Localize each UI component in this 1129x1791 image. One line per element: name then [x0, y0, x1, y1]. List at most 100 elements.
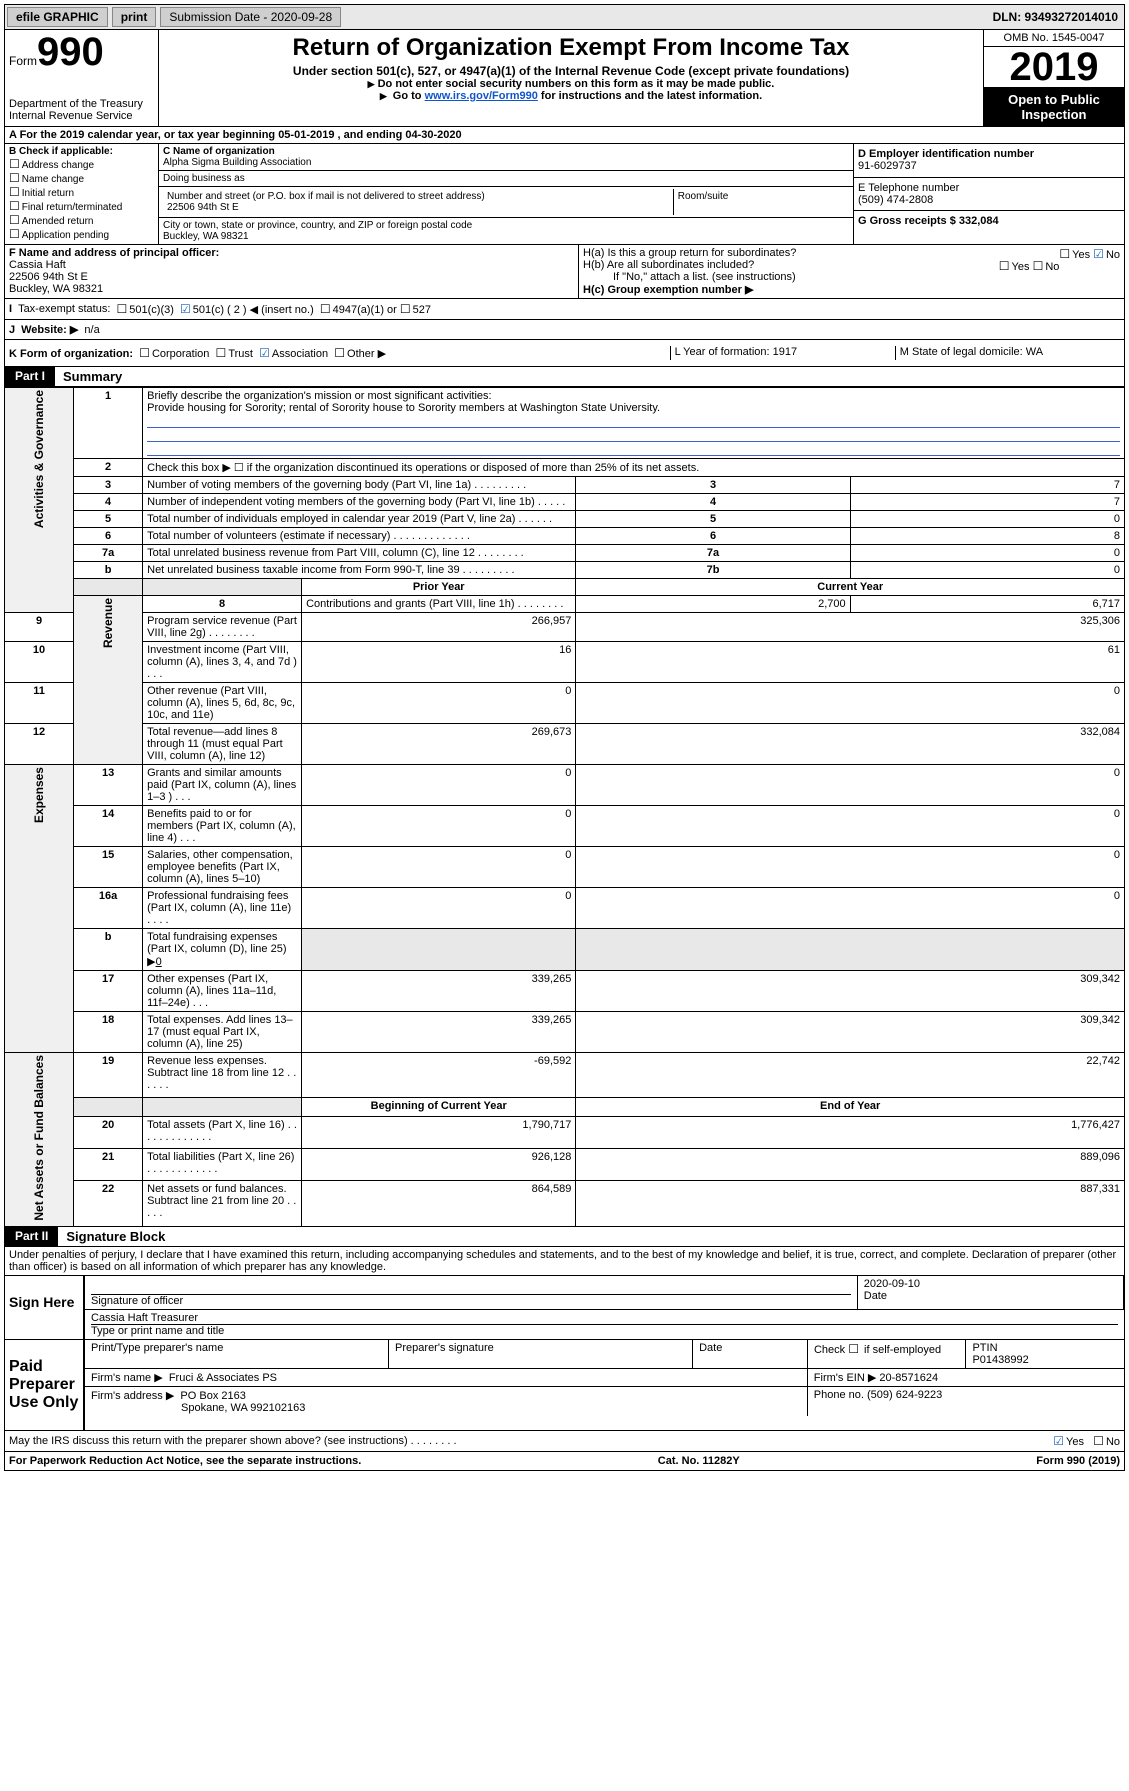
line7a: Total unrelated business revenue from Pa…: [143, 545, 576, 562]
line22: Net assets or fund balances. Subtract li…: [143, 1181, 302, 1226]
ha-no[interactable]: No: [1093, 249, 1120, 261]
c-name-label: C Name of organization: [163, 146, 849, 157]
perjury-statement: Under penalties of perjury, I declare th…: [4, 1247, 1125, 1276]
d-label: D Employer identification number: [858, 148, 1034, 160]
cb-address-change[interactable]: Address change: [9, 157, 154, 171]
part1-title: Summary: [55, 367, 130, 386]
e22: 887,331: [576, 1181, 1125, 1226]
form-subtitle: Under section 501(c), 527, or 4947(a)(1)…: [165, 64, 977, 78]
firm-addr2: Spokane, WA 992102163: [91, 1402, 305, 1414]
org-name: Alpha Sigma Building Association: [163, 157, 311, 168]
ptin-label: PTIN: [972, 1342, 997, 1354]
block-b-to-g: B Check if applicable: Address change Na…: [4, 144, 1125, 245]
c9: 325,306: [576, 613, 1125, 642]
sig-officer-label: Signature of officer: [91, 1295, 851, 1307]
p13: 0: [302, 765, 576, 806]
dln-label: DLN: 93493272014010: [993, 10, 1122, 24]
hb-yes[interactable]: Yes: [999, 261, 1030, 273]
line21: Total liabilities (Part X, line 26) . . …: [143, 1149, 302, 1181]
b21: 926,128: [302, 1149, 576, 1181]
ha-yes[interactable]: Yes: [1059, 249, 1090, 261]
cb-other[interactable]: Other ▶: [334, 348, 386, 360]
firm-phone-label: Phone no.: [814, 1389, 864, 1401]
hdr-end: End of Year: [576, 1098, 1125, 1117]
part2-header: Part II Signature Block: [4, 1227, 1125, 1247]
c17: 309,342: [576, 971, 1125, 1012]
discuss-row: May the IRS discuss this return with the…: [4, 1431, 1125, 1452]
prep-sig-label: Preparer's signature: [395, 1342, 494, 1354]
cb-association[interactable]: Association: [259, 348, 328, 360]
line14: Benefits paid to or for members (Part IX…: [143, 806, 302, 847]
c19: 22,742: [576, 1053, 1125, 1098]
c11: 0: [576, 683, 1125, 724]
val5: 0: [850, 511, 1124, 528]
cb-name-change[interactable]: Name change: [9, 171, 154, 185]
row-j: J Website: ▶ n/a: [4, 320, 1125, 340]
part1-tab: Part I: [5, 367, 55, 386]
dept-treasury: Department of the Treasury: [9, 98, 154, 110]
l-year-formation: L Year of formation: 1917: [670, 346, 895, 360]
ein-value: 91-6029737: [858, 160, 917, 172]
val6: 8: [850, 528, 1124, 545]
cb-final-return[interactable]: Final return/terminated: [9, 199, 154, 213]
p15: 0: [302, 847, 576, 888]
discuss-yes[interactable]: Yes: [1053, 1436, 1084, 1448]
cb-application-pending[interactable]: Application pending: [9, 227, 154, 241]
vtab-governance: Activities & Governance: [5, 388, 74, 613]
line12: Total revenue—add lines 8 through 11 (mu…: [143, 724, 302, 765]
paid-preparer-label: Paid Preparer Use Only: [5, 1340, 85, 1430]
section-f: F Name and address of principal officer:…: [5, 245, 579, 298]
p12: 269,673: [302, 724, 576, 765]
p18: 339,265: [302, 1012, 576, 1053]
dba-label: Doing business as: [163, 173, 245, 184]
row-i: I Tax-exempt status: 501(c)(3) 501(c) ( …: [4, 299, 1125, 320]
cb-4947[interactable]: 4947(a)(1) or: [320, 302, 397, 316]
firm-name-label: Firm's name ▶: [91, 1372, 163, 1384]
p19: -69,592: [302, 1053, 576, 1098]
line1-value: Provide housing for Sorority; rental of …: [147, 402, 660, 414]
dept-irs: Internal Revenue Service: [9, 110, 154, 122]
hb-no[interactable]: No: [1033, 261, 1060, 273]
cb-501c3[interactable]: 501(c)(3): [117, 302, 174, 316]
street-address: 22506 94th St E: [167, 202, 239, 213]
c8: 6,717: [850, 596, 1124, 613]
instructions-link[interactable]: www.irs.gov/Form990: [425, 90, 538, 102]
form-title: Return of Organization Exempt From Incom…: [165, 34, 977, 62]
line3: Number of voting members of the governin…: [143, 477, 576, 494]
hdr-beginning: Beginning of Current Year: [302, 1098, 576, 1117]
cb-amended-return[interactable]: Amended return: [9, 213, 154, 227]
prep-date-label: Date: [699, 1342, 722, 1354]
cb-527[interactable]: 527: [400, 302, 431, 316]
b22: 864,589: [302, 1181, 576, 1226]
line17: Other expenses (Part IX, column (A), lin…: [143, 971, 302, 1012]
c16a: 0: [576, 888, 1125, 929]
part1-header: Part I Summary: [4, 367, 1125, 387]
e-label: E Telephone number: [858, 182, 959, 194]
hb-label: H(b) Are all subordinates included?: [583, 259, 754, 271]
cb-corporation[interactable]: Corporation: [139, 348, 209, 360]
firm-phone: (509) 624-9223: [867, 1389, 942, 1401]
discuss-no[interactable]: No: [1093, 1436, 1120, 1448]
cb-self-employed[interactable]: [848, 1344, 861, 1356]
cb-501c[interactable]: 501(c) ( 2 ) ◀ (insert no.): [180, 302, 314, 316]
vtab-net-assets: Net Assets or Fund Balances: [5, 1053, 74, 1227]
hdr-current: Current Year: [576, 579, 1125, 596]
vtab-expenses: Expenses: [5, 765, 74, 1053]
hdr-prior: Prior Year: [302, 579, 576, 596]
e21: 889,096: [576, 1149, 1125, 1181]
ptin-value: P01438992: [972, 1354, 1028, 1366]
line16b: Total fundraising expenses (Part IX, col…: [143, 929, 302, 971]
phone-value: (509) 474-2808: [858, 194, 933, 206]
b-label: B Check if applicable:: [9, 146, 154, 157]
line20: Total assets (Part X, line 16) . . . . .…: [143, 1117, 302, 1149]
print-button[interactable]: print: [112, 7, 157, 27]
website-label: Website: ▶: [21, 323, 78, 336]
ha-label: H(a) Is this a group return for subordin…: [583, 247, 796, 259]
cb-trust[interactable]: Trust: [216, 348, 253, 360]
tax-year: 2019: [984, 47, 1124, 88]
p11: 0: [302, 683, 576, 724]
row-k: K Form of organization: Corporation Trus…: [4, 340, 1125, 367]
cb-initial-return[interactable]: Initial return: [9, 185, 154, 199]
top-bar: efile GRAPHIC print Submission Date - 20…: [4, 4, 1125, 30]
val7a: 0: [850, 545, 1124, 562]
